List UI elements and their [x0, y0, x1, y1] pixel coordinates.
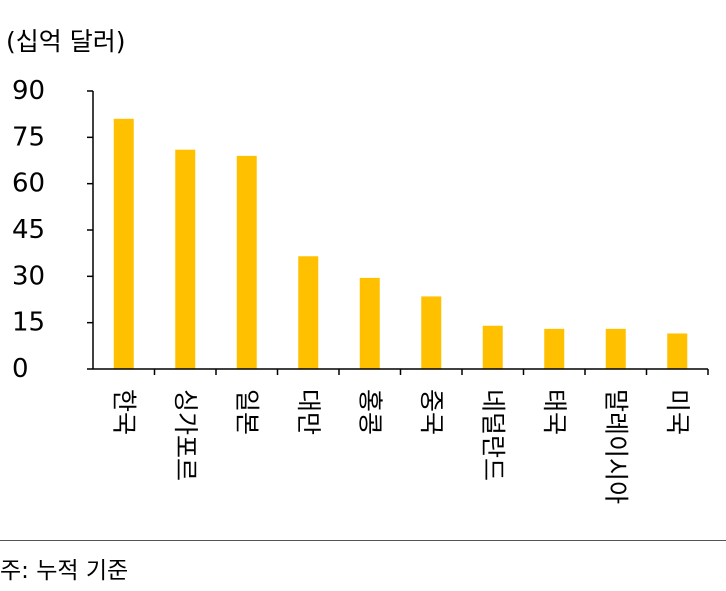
bar	[667, 333, 688, 369]
y-tick-label: 30	[12, 261, 45, 291]
category-label: 태국	[540, 389, 569, 435]
bar	[113, 118, 134, 369]
unit-label: (십억 달러)	[6, 27, 126, 56]
category-label: 네덜란드	[478, 389, 507, 481]
x-axis-ticks	[153, 369, 709, 375]
category-label: 싱가포르	[171, 389, 200, 481]
category-label: 대만	[294, 389, 323, 435]
y-tick-label: 15	[12, 308, 45, 338]
bar	[544, 328, 565, 369]
bar	[236, 155, 257, 369]
bars	[113, 118, 688, 369]
bar-chart: 0 15 30 45 60 75 90 한국 싱가포르 일본 대만 홍콩 중국 네덜란드 태국 말레이시아 미…	[12, 76, 709, 504]
y-axis-ticks: 0 15 30 45 60 75 90	[12, 76, 93, 384]
bar	[298, 256, 319, 369]
category-label: 한국	[109, 389, 138, 435]
footnote: 주: 누적 기준	[0, 558, 129, 584]
category-labels: 한국 싱가포르 일본 대만 홍콩 중국 네덜란드 태국 말레이시아 미국	[109, 389, 692, 504]
category-label: 말레이시아	[601, 389, 630, 504]
footnote-divider	[0, 540, 726, 541]
y-tick-label: 90	[12, 76, 45, 106]
category-label: 중국	[417, 389, 446, 435]
bar	[605, 328, 626, 369]
bar	[175, 149, 196, 369]
y-tick-label: 45	[12, 215, 45, 245]
bar	[482, 325, 503, 369]
y-tick-label: 0	[12, 354, 29, 384]
category-label: 일본	[232, 389, 261, 435]
bar	[421, 296, 442, 369]
category-label: 홍콩	[355, 389, 384, 435]
y-tick-label: 60	[12, 169, 45, 199]
bar	[359, 277, 380, 369]
y-tick-label: 75	[12, 122, 45, 152]
category-label: 미국	[663, 389, 692, 435]
